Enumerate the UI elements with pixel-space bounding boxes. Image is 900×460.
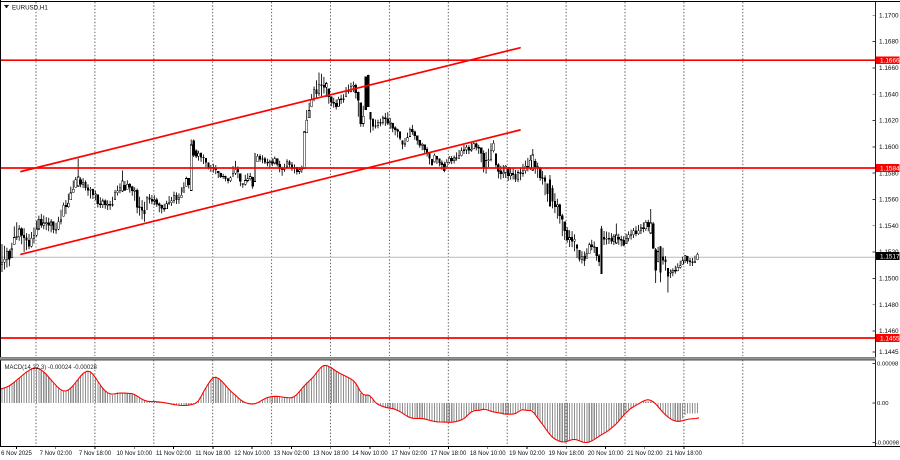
svg-text:0.00098: 0.00098 [877, 362, 899, 368]
svg-text:MACD(14,22,3) -0.00024 -0.0002: MACD(14,22,3) -0.00024 -0.00028 [5, 365, 98, 371]
svg-text:1.1580: 1.1580 [879, 170, 899, 177]
svg-text:14 Nov 10:00: 14 Nov 10:00 [352, 451, 388, 457]
svg-text:EURUSD,H1: EURUSD,H1 [12, 4, 48, 11]
svg-text:13 Nov 02:00: 13 Nov 02:00 [274, 451, 310, 457]
svg-text:17 Nov 02:00: 17 Nov 02:00 [391, 451, 427, 457]
svg-text:1.1620: 1.1620 [879, 118, 899, 125]
svg-text:1.1660: 1.1660 [879, 65, 899, 72]
svg-text:1.1560: 1.1560 [879, 197, 899, 204]
svg-text:1.1480: 1.1480 [879, 302, 899, 309]
svg-text:21 Nov 02:00: 21 Nov 02:00 [627, 451, 663, 457]
svg-text:10 Nov 10:00: 10 Nov 10:00 [116, 451, 152, 457]
svg-text:1.1680: 1.1680 [879, 39, 899, 46]
svg-text:13 Nov 18:00: 13 Nov 18:00 [313, 451, 349, 457]
svg-text:1.1700: 1.1700 [879, 12, 899, 19]
svg-text:1.1600: 1.1600 [879, 144, 899, 151]
svg-text:17 Nov 18:00: 17 Nov 18:00 [431, 451, 467, 457]
svg-text:21 Nov 18:00: 21 Nov 18:00 [666, 451, 702, 457]
svg-text:1.1460: 1.1460 [879, 328, 899, 335]
svg-text:-0.00098: -0.00098 [876, 441, 900, 447]
svg-text:1.1584: 1.1584 [880, 165, 900, 172]
svg-text:11 Nov 18:00: 11 Nov 18:00 [195, 451, 231, 457]
svg-text:18 Nov 10:00: 18 Nov 10:00 [470, 451, 506, 457]
svg-text:12 Nov 10:00: 12 Nov 10:00 [234, 451, 270, 457]
svg-text:1.1445: 1.1445 [879, 349, 899, 356]
svg-text:1.1640: 1.1640 [879, 91, 899, 98]
svg-text:1.1517: 1.1517 [880, 253, 900, 260]
svg-text:1.1540: 1.1540 [879, 223, 899, 230]
svg-text:20 Nov 10:00: 20 Nov 10:00 [588, 451, 624, 457]
svg-text:1.1500: 1.1500 [879, 276, 899, 283]
svg-text:19 Nov 18:00: 19 Nov 18:00 [548, 451, 584, 457]
svg-text:6 Nov 2025: 6 Nov 2025 [1, 451, 32, 457]
svg-text:19 Nov 02:00: 19 Nov 02:00 [509, 451, 545, 457]
svg-text:11 Nov 02:00: 11 Nov 02:00 [156, 451, 192, 457]
svg-text:7 Nov 02:00: 7 Nov 02:00 [40, 451, 73, 457]
svg-text:7 Nov 18:00: 7 Nov 18:00 [79, 451, 112, 457]
svg-text:1.1455: 1.1455 [880, 335, 900, 342]
svg-text:0.00: 0.00 [877, 401, 889, 407]
svg-text:1.1666: 1.1666 [880, 58, 900, 65]
